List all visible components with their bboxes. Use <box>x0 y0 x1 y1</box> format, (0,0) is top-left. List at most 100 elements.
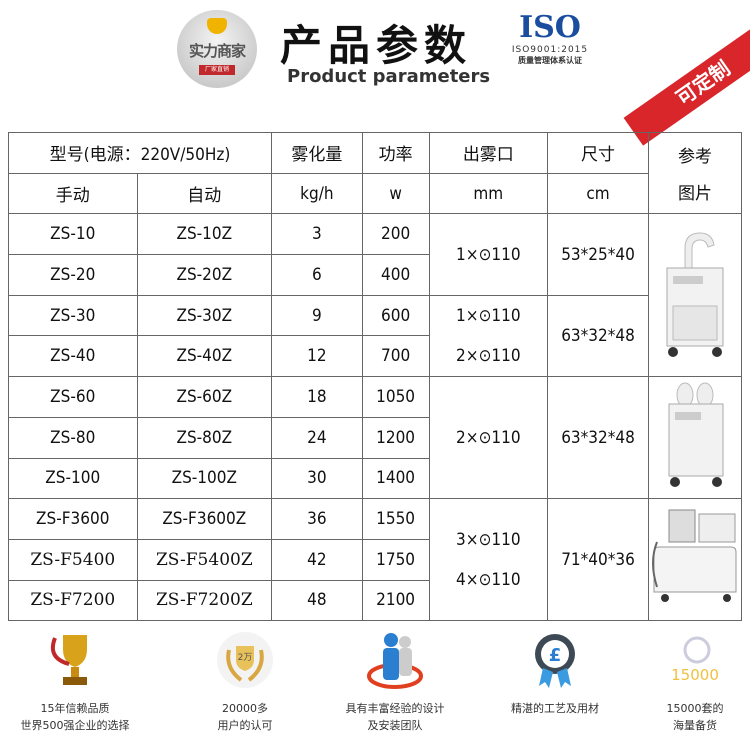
feature-line-2: 海量备货 <box>673 719 717 732</box>
atomization-value: 48 <box>271 579 363 622</box>
product-image <box>647 376 743 500</box>
iso-mark: ISO <box>519 10 581 45</box>
atomization-value: 6 <box>271 254 363 296</box>
table-row: ZS-30 ZS-30Z 9 600 1×⊙110 2×⊙110 63*32*48 <box>8 294 742 378</box>
outlet-cell: 3×⊙110 4×⊙110 <box>428 498 549 622</box>
outlet-value: 1×⊙110 <box>456 244 521 265</box>
model-auto: ZS-F3600Z <box>136 498 273 540</box>
power-value: 200 <box>361 213 430 256</box>
iso-logo: ISO ISO9001:2015 质量管理体系认证 <box>505 10 595 66</box>
laurel-badge-icon: 2万 <box>215 630 275 690</box>
header-outlet: 出雾口 <box>428 132 549 174</box>
model-manual: ZS-10 <box>8 213 138 256</box>
model-auto: ZS-F5400Z <box>136 538 273 581</box>
header: 实力商家 厂家直销 产品参数 Product parameters ISO IS… <box>0 0 750 146</box>
outlet-cell: 1×⊙110 2×⊙110 <box>428 294 549 378</box>
atomization-value: 3 <box>271 213 363 256</box>
svg-text:£: £ <box>549 645 562 666</box>
badge-text: 2万 <box>238 653 253 663</box>
power-value: 400 <box>361 254 430 296</box>
feature-line-1: 15000套的 <box>666 702 724 715</box>
header-power: 功率 <box>361 132 430 174</box>
team-icon <box>365 630 425 690</box>
size-value: 53*25*40 <box>547 213 649 296</box>
atomization-value: 9 <box>271 294 363 337</box>
power-value: 1050 <box>361 376 430 418</box>
subheader-outlet-unit: mm <box>428 172 549 215</box>
feature-item: 2万 20000多 用户的认可 <box>170 630 320 734</box>
feature-line-2: 用户的认可 <box>217 719 273 732</box>
outlet-value: 3×⊙110 <box>456 529 521 550</box>
outlet-value: 4×⊙110 <box>456 569 521 590</box>
feature-line-1: 具有丰富经验的设计 <box>345 702 445 715</box>
feature-line-1: 15年信赖品质 <box>40 702 110 715</box>
model-manual: ZS-40 <box>8 335 138 378</box>
power-value: 1400 <box>361 457 430 500</box>
atomization-value: 12 <box>271 335 363 378</box>
power-value: 700 <box>361 335 430 378</box>
table-row: ZS-F3600 ZS-F3600Z 36 1550 3×⊙110 4×⊙110 71*40… <box>8 498 743 622</box>
atomization-value: 42 <box>271 538 363 581</box>
atomization-value: 18 <box>271 376 363 418</box>
header-atomization: 雾化量 <box>271 132 363 174</box>
size-value: 71*40*36 <box>547 498 649 622</box>
table-row: ZS-80 ZS-80Z 24 1200 <box>8 416 742 459</box>
subheader-power-unit: w <box>361 172 430 215</box>
atomization-value: 30 <box>271 457 363 500</box>
header-size: 尺寸 <box>547 132 649 174</box>
atomization-value: 36 <box>271 498 363 540</box>
model-auto: ZS-F7200Z <box>136 579 273 622</box>
table-row: ZS-100 ZS-100Z 30 1400 <box>8 457 742 500</box>
feature-line-2: 世界500强企业的选择 <box>20 719 130 732</box>
magnifier-icon: 15000 <box>665 630 725 690</box>
model-manual: ZS-20 <box>8 254 138 296</box>
feature-item: 具有丰富经验的设计 及安装团队 <box>320 630 470 734</box>
model-auto: ZS-100Z <box>136 457 273 500</box>
medal-icon: £ <box>525 630 585 690</box>
model-auto: ZS-30Z <box>136 294 273 337</box>
bull-icon <box>207 18 227 34</box>
feature-item: 15年信赖品质 世界500强企业的选择 <box>0 630 150 734</box>
iso-desc: 质量管理体系认证 <box>518 56 582 65</box>
feature-line-1: 20000多 <box>222 702 268 715</box>
subheader-manual: 手动 <box>8 172 138 215</box>
outlet-cell: 2×⊙110 <box>428 376 549 500</box>
subheader-auto: 自动 <box>136 172 273 215</box>
power-value: 2100 <box>361 579 430 622</box>
badge-text: 15000 <box>671 666 719 684</box>
atomization-value: 24 <box>271 416 363 459</box>
feature-item: £ 精湛的工艺及用材 <box>480 630 630 717</box>
iso-cert: ISO9001:2015 <box>511 45 589 55</box>
page-title: 产品参数 <box>280 21 473 70</box>
model-manual: ZS-F7200 <box>8 579 138 622</box>
table-row: ZS-10 ZS-10Z 3 200 1×⊙110 53*25*40 <box>8 213 743 378</box>
header-model: 型号(电源：220V/50Hz) <box>7 132 273 174</box>
product-image <box>647 213 743 378</box>
customizable-ribbon: 可定制 <box>623 20 750 146</box>
table-row: ZS-F7200 ZS-F7200Z 48 2100 <box>8 579 742 622</box>
brand-logo: 实力商家 厂家直销 <box>177 10 257 88</box>
page-subtitle: Product parameters <box>287 66 491 87</box>
parameter-table: 型号(电源：220V/50Hz) 雾化量 功率 出雾口 尺寸 参考图片 手动 自… <box>7 131 743 622</box>
power-value: 1750 <box>361 538 430 581</box>
outlet-value: 2×⊙110 <box>456 345 521 366</box>
model-auto: ZS-60Z <box>136 376 273 418</box>
product-image <box>647 498 743 622</box>
table-row: ZS-60 ZS-60Z 18 1050 2×⊙110 63*32*48 <box>8 376 743 500</box>
model-manual: ZS-30 <box>8 294 138 337</box>
outlet-value: 2×⊙110 <box>456 427 521 448</box>
header-picture-1: 参考 <box>677 147 712 168</box>
table-row: ZS-40 ZS-40Z 12 700 <box>8 335 742 378</box>
model-auto: ZS-10Z <box>136 213 273 256</box>
size-value: 63*32*48 <box>547 294 649 378</box>
model-manual: ZS-F3600 <box>8 498 138 540</box>
model-auto: ZS-40Z <box>136 335 273 378</box>
feature-line-1: 精湛的工艺及用材 <box>511 702 599 715</box>
header-picture: 参考 图片 <box>647 131 743 215</box>
feature-line-2: 及安装团队 <box>367 719 423 732</box>
feature-item: 15000 15000套的 海量备货 <box>630 630 750 734</box>
model-manual: ZS-100 <box>8 457 138 500</box>
outlet-value: 1×⊙110 <box>456 305 521 326</box>
header-picture-2: 图片 <box>677 184 712 205</box>
model-auto: ZS-80Z <box>136 416 273 459</box>
